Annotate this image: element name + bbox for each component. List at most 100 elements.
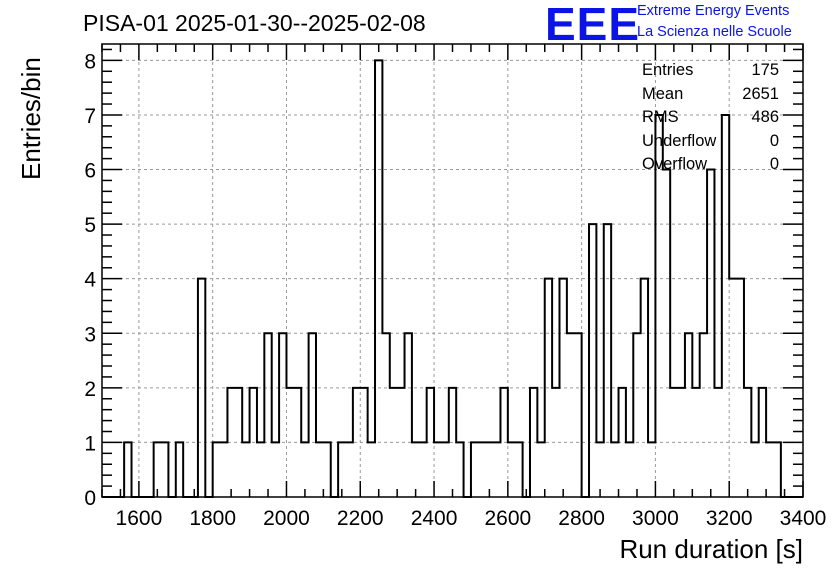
histogram-bin — [176, 442, 183, 497]
logo-line-2: La Scienza nelle Scuole — [637, 24, 792, 40]
histogram-bin — [700, 333, 707, 497]
x-tick-label: 2600 — [484, 507, 531, 530]
histogram-bin — [508, 442, 515, 497]
histogram-bin — [382, 333, 389, 497]
histogram-bin — [670, 388, 677, 497]
histogram-bin — [604, 224, 611, 497]
histogram-bin — [213, 442, 220, 497]
histogram-bin — [360, 388, 367, 497]
stat-value: 175 — [751, 61, 779, 79]
y-axis-label: Entries/bin — [16, 57, 46, 180]
histogram-bin — [449, 388, 456, 497]
stat-mean: Mean 2651 — [642, 84, 779, 108]
histogram-bin — [611, 442, 618, 497]
histogram-bin — [737, 279, 744, 497]
histogram-bin — [124, 442, 131, 497]
stats-box: Entries 175 Mean 2651 RMS 486 Underflow … — [642, 60, 779, 178]
histogram-bin — [559, 279, 566, 497]
logo-line-1: Extreme Energy Events — [637, 3, 790, 19]
histogram-bin — [419, 442, 426, 497]
histogram-bin — [161, 442, 168, 497]
stat-overflow: Overflow 0 — [642, 154, 779, 178]
histogram-bin — [220, 442, 227, 497]
histogram-bin — [441, 442, 448, 497]
histogram-bin — [397, 388, 404, 497]
histogram-bin — [338, 442, 345, 497]
histogram-bin — [596, 442, 603, 497]
y-tick-label: 1 — [84, 432, 96, 455]
histogram-bin — [663, 170, 670, 497]
histogram-bin — [227, 388, 234, 497]
y-tick-label: 6 — [84, 160, 96, 183]
x-axis-label: Run duration [s] — [619, 534, 803, 564]
histogram-bin — [530, 388, 537, 497]
histogram-bin — [154, 442, 161, 497]
histogram-bin — [375, 60, 382, 497]
x-tick-label: 1600 — [116, 507, 163, 530]
histogram-bin — [323, 442, 330, 497]
stat-value: 2651 — [742, 84, 779, 103]
histogram-bin — [235, 388, 242, 497]
histogram-bin — [589, 224, 596, 497]
histogram-bin — [434, 442, 441, 497]
stat-label: Entries — [642, 61, 694, 79]
histogram-bin — [301, 442, 308, 497]
histogram-bin — [309, 333, 316, 497]
histogram-bin — [692, 388, 699, 497]
x-tick-label: 3000 — [632, 507, 679, 530]
histogram-bin — [412, 442, 419, 497]
histogram-bin — [619, 388, 626, 497]
histogram-bin — [574, 333, 581, 497]
histogram-bin — [390, 388, 397, 497]
stat-label: Mean — [642, 84, 684, 103]
stat-value: 0 — [769, 155, 779, 173]
stat-value: 0 — [769, 131, 779, 150]
stat-value: 486 — [751, 108, 779, 126]
histogram-bin — [456, 442, 463, 497]
histogram-bin — [714, 388, 721, 497]
x-tick-label: 2000 — [263, 507, 310, 530]
histogram-bin — [286, 388, 293, 497]
histogram-bin — [648, 442, 655, 497]
y-tick-label: 4 — [84, 269, 96, 292]
x-tick-label: 3200 — [706, 507, 753, 530]
histogram-bin — [707, 170, 714, 497]
y-tick-label: 5 — [84, 214, 96, 237]
histogram-bin — [405, 333, 412, 497]
histogram-bin — [500, 388, 507, 497]
x-tick-label: 2800 — [558, 507, 605, 530]
y-tick-label: 8 — [84, 50, 96, 73]
histogram-bin — [346, 442, 353, 497]
stat-underflow: Underflow 0 — [642, 131, 779, 155]
stat-entries: Entries 175 — [642, 60, 779, 84]
histogram-bin — [272, 442, 279, 497]
histogram-bin — [633, 333, 640, 497]
histogram-bin — [678, 388, 685, 497]
x-tick-label: 2400 — [411, 507, 458, 530]
stat-label: Overflow — [642, 155, 708, 173]
histogram-bin — [353, 388, 360, 497]
histogram-bin — [751, 442, 758, 497]
histogram-bin — [626, 442, 633, 497]
histogram-bin — [759, 388, 766, 497]
histogram-bin — [198, 279, 205, 497]
histogram-bin — [279, 333, 286, 497]
x-tick-label: 3400 — [780, 507, 827, 530]
histogram-bin — [552, 388, 559, 497]
histogram-bin — [493, 442, 500, 497]
histogram-outline — [102, 59, 803, 498]
y-tick-label: 3 — [84, 323, 96, 346]
histogram-bin — [641, 279, 648, 497]
stat-rms: RMS 486 — [642, 107, 779, 131]
histogram-bin — [537, 442, 544, 497]
histogram-bin — [257, 442, 264, 497]
histogram-bin — [773, 442, 780, 497]
histogram-bin — [744, 388, 751, 497]
chart-title: PISA-01 2025-01-30--2025-02-08 — [83, 10, 426, 36]
histogram-bin — [478, 442, 485, 497]
histogram-bin — [471, 442, 478, 497]
stat-label: Underflow — [642, 131, 717, 150]
histogram-bin — [486, 442, 493, 497]
stat-label: RMS — [642, 108, 679, 126]
